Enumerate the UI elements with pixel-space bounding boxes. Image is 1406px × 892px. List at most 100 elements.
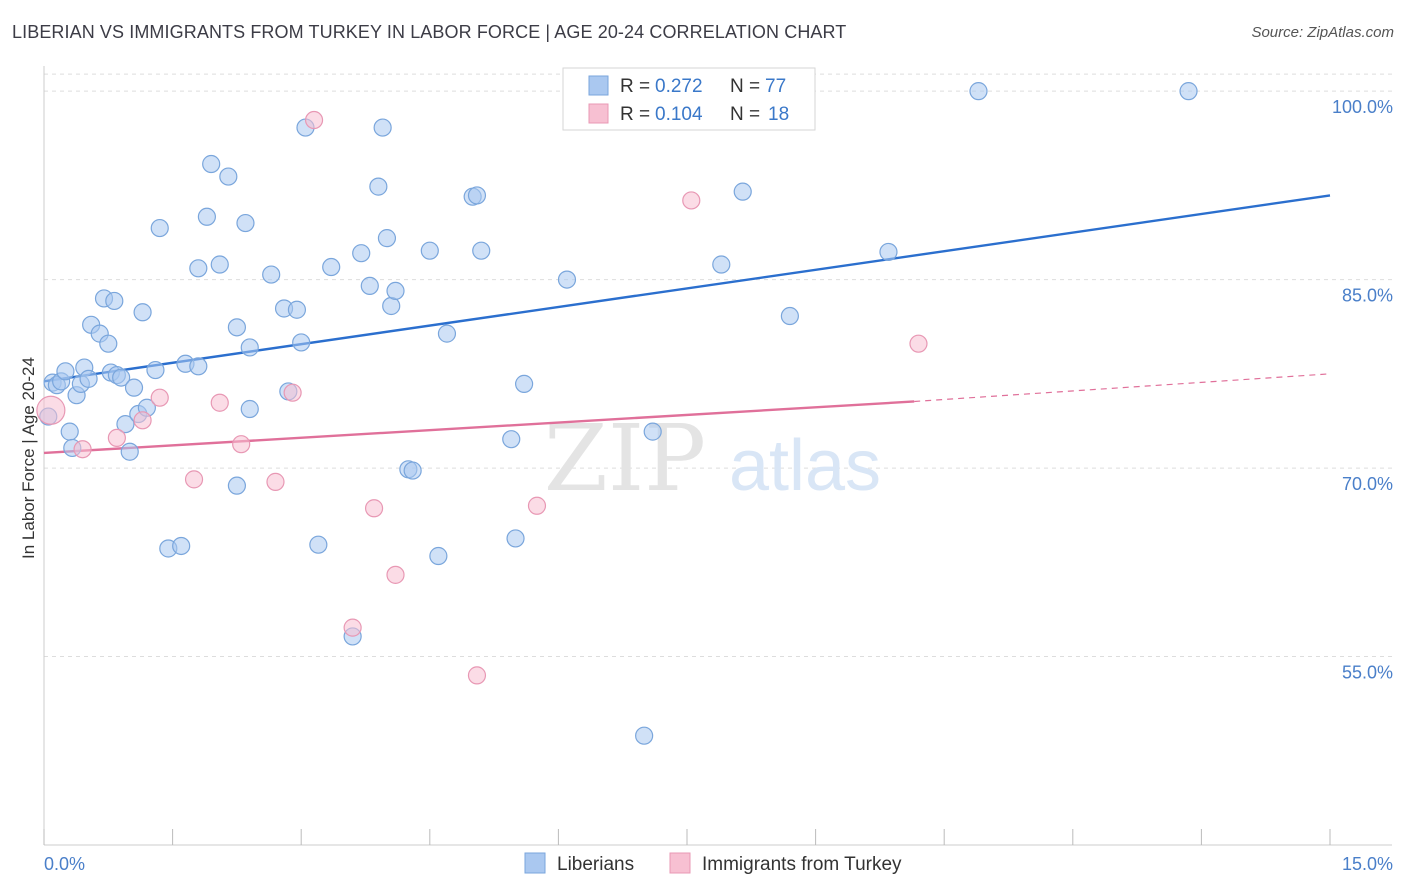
- gridlines: [44, 73, 1392, 658]
- turkey-point-4: [150, 388, 169, 407]
- axes: [43, 66, 1392, 846]
- liberian-point-39: [240, 338, 259, 357]
- turkey-point-16: [682, 191, 701, 210]
- liberian-point-10: [79, 369, 98, 388]
- liberian-point-63: [467, 186, 487, 205]
- liberian-point-5: [60, 422, 79, 441]
- liberian-point-27: [150, 218, 169, 238]
- y-tick-label-0: 55.0%: [1342, 663, 1393, 683]
- liberian-point-28: [172, 536, 191, 556]
- y-tick-label-2: 85.0%: [1342, 286, 1393, 306]
- liberian-point-19: [116, 414, 135, 434]
- chart-title: LIBERIAN VS IMMIGRANTS FROM TURKEY IN LA…: [12, 22, 847, 42]
- turkey-point-14: [467, 666, 487, 685]
- liberian-point-72: [733, 182, 752, 201]
- turkey-point-10: [304, 110, 324, 130]
- liberian-point-60: [429, 546, 448, 566]
- x-tick-label-0: 0.0%: [44, 854, 85, 874]
- y-tick-label-3: 100.0%: [1332, 97, 1393, 117]
- bottom-legend-swatch-liberians: [524, 852, 546, 874]
- legend-r-label-1: R =: [620, 76, 650, 97]
- bottom-legend-liberians: Liberians: [557, 854, 634, 875]
- liberian-point-18: [112, 368, 131, 387]
- legend-box: R = 0.272 N = 77 R = 0.104 N = 18: [562, 67, 816, 131]
- liberian-point-65: [502, 430, 521, 449]
- liberian-point-33: [202, 154, 221, 174]
- liberian-point-31: [189, 259, 208, 278]
- bottom-legend-turkey: Immigrants from Turkey: [702, 854, 902, 875]
- y-axis-label: In Labor Force | Age 20-24: [19, 357, 38, 559]
- turkey-point-11: [364, 499, 384, 518]
- turkey-point-0: [36, 395, 66, 425]
- source-label: Source: ZipAtlas.com: [1251, 24, 1394, 41]
- turkey-point-8: [266, 472, 285, 491]
- liberian-point-56: [386, 281, 405, 301]
- legend-swatch-liberians: [588, 75, 609, 96]
- liberian-point-73: [780, 306, 799, 326]
- liberian-point-76: [1179, 82, 1198, 101]
- liberian-point-59: [420, 241, 439, 260]
- legend-n-value-1: 77: [765, 76, 786, 97]
- y-tick-labels: 55.0% 70.0% 85.0% 100.0%: [1332, 97, 1393, 682]
- legend-n-label-2: N =: [730, 104, 760, 125]
- turkey-trend-line: [43, 400, 915, 455]
- liberian-point-71: [712, 255, 731, 274]
- liberian-point-55: [382, 296, 401, 316]
- data-points: [36, 82, 1198, 745]
- turkey-point-3: [133, 411, 152, 430]
- turkey-point-17: [909, 334, 928, 353]
- liberian-point-50: [352, 244, 371, 263]
- turkey-point-5: [184, 470, 204, 489]
- turkey-point-2: [107, 428, 126, 448]
- turkey-point-12: [386, 565, 405, 584]
- legend-n-value-2: 18: [768, 104, 789, 125]
- liberian-point-74: [879, 242, 898, 262]
- liberian-point-37: [227, 476, 246, 495]
- liberian-point-23: [133, 303, 152, 322]
- x-tick-label-1: 15.0%: [1342, 854, 1393, 874]
- liberian-point-54: [377, 229, 397, 248]
- liberian-point-70: [643, 422, 662, 441]
- legend-r-label-2: R =: [620, 104, 650, 125]
- liberian-point-48: [322, 257, 341, 277]
- turkey-point-6: [210, 393, 229, 412]
- watermark-atlas: atlas: [729, 426, 881, 506]
- liberian-point-4: [56, 362, 75, 381]
- x-tick-labels: 0.0% 15.0%: [44, 854, 1393, 874]
- turkey-trend-line-dashed: [914, 373, 1331, 403]
- turkey-point-7: [232, 435, 251, 454]
- liberian-point-44: [287, 300, 307, 319]
- liberian-point-25: [146, 360, 165, 380]
- turkey-point-13: [343, 618, 362, 637]
- turkey-point-15: [527, 496, 547, 515]
- liberian-point-20: [120, 442, 139, 461]
- legend-r-value-2: 0.104: [655, 104, 703, 125]
- liberian-point-35: [219, 167, 238, 186]
- liberian-point-66: [506, 529, 525, 548]
- bottom-legend: Liberians Immigrants from Turkey: [524, 852, 902, 875]
- liberian-point-14: [99, 334, 118, 353]
- liberian-point-47: [309, 535, 328, 554]
- legend-n-label-1: N =: [730, 76, 760, 97]
- liberian-point-51: [360, 276, 379, 295]
- y-tick-label-1: 70.0%: [1342, 474, 1393, 494]
- liberian-point-30: [189, 357, 208, 376]
- turkey-point-9: [283, 383, 302, 402]
- legend-swatch-turkey: [588, 103, 609, 124]
- liberian-point-68: [557, 270, 577, 289]
- liberian-point-32: [197, 207, 216, 226]
- liberian-point-67: [515, 374, 534, 393]
- liberian-point-38: [236, 213, 255, 233]
- legend-r-value-1: 0.272: [655, 76, 703, 97]
- liberian-point-53: [373, 118, 392, 137]
- turkey-point-1: [73, 440, 92, 459]
- liberian-point-16: [105, 291, 124, 311]
- liberian-point-41: [262, 265, 281, 284]
- liberian-point-58: [403, 461, 422, 480]
- bottom-legend-swatch-turkey: [669, 852, 691, 874]
- liberian-point-40: [240, 399, 259, 419]
- liberian-point-61: [437, 324, 457, 343]
- liberian-point-75: [969, 82, 988, 101]
- liberian-point-45: [292, 333, 311, 352]
